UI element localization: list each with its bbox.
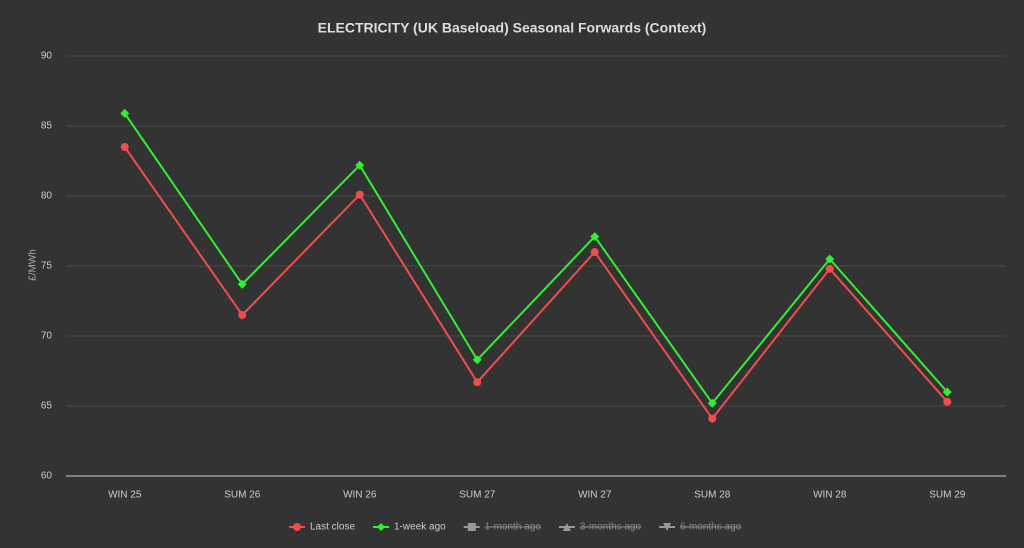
legend-marker bbox=[663, 523, 672, 531]
point bbox=[355, 190, 364, 199]
point bbox=[237, 279, 247, 289]
y-tick-label: 70 bbox=[41, 331, 53, 342]
y-axis-label: £/MWh bbox=[28, 249, 39, 281]
chart-title: ELECTRICITY (UK Baseload) Seasonal Forwa… bbox=[318, 20, 707, 36]
x-tick-label: SUM 26 bbox=[224, 490, 261, 501]
point bbox=[473, 378, 482, 387]
series-line bbox=[123, 146, 948, 421]
x-tick-label: WIN 27 bbox=[578, 490, 612, 501]
legend-label: 1-week ago bbox=[394, 522, 446, 533]
y-tick-label: 90 bbox=[41, 51, 53, 62]
point bbox=[355, 160, 365, 170]
x-tick-label: WIN 25 bbox=[108, 490, 142, 501]
legend-marker bbox=[377, 523, 386, 531]
point bbox=[238, 311, 247, 319]
legend-label: Last close bbox=[310, 522, 355, 533]
x-tick-label: WIN 28 bbox=[813, 490, 847, 501]
y-tick-label: 60 bbox=[41, 471, 53, 482]
point bbox=[590, 232, 600, 242]
y-tick-label: 85 bbox=[41, 121, 53, 132]
point bbox=[120, 143, 129, 151]
point bbox=[472, 355, 482, 365]
legend-item[interactable]: 1-week ago bbox=[373, 522, 446, 533]
x-tick-label: SUM 28 bbox=[694, 490, 731, 501]
point bbox=[590, 248, 599, 256]
point bbox=[825, 254, 835, 264]
legend-marker bbox=[293, 523, 301, 531]
point bbox=[120, 108, 130, 118]
y-tick-label: 80 bbox=[41, 191, 53, 202]
point bbox=[707, 398, 717, 408]
legend-item[interactable]: 1-month ago bbox=[463, 522, 542, 533]
series-line bbox=[123, 112, 948, 405]
y-tick-label: 75 bbox=[41, 261, 53, 272]
x-tick-label: SUM 29 bbox=[929, 490, 966, 501]
legend-item[interactable]: 6-months ago bbox=[659, 522, 742, 533]
legend-marker bbox=[562, 523, 571, 531]
y-tick-label: 65 bbox=[41, 401, 53, 412]
legend-item[interactable]: Last close bbox=[289, 522, 355, 533]
point bbox=[943, 397, 952, 406]
x-tick-label: SUM 27 bbox=[459, 490, 496, 501]
legend-item[interactable]: 3-months ago bbox=[558, 522, 642, 533]
x-tick-label: WIN 26 bbox=[343, 490, 377, 501]
legend-marker bbox=[467, 523, 476, 531]
point bbox=[825, 264, 834, 273]
point bbox=[942, 387, 952, 397]
point bbox=[708, 414, 717, 423]
